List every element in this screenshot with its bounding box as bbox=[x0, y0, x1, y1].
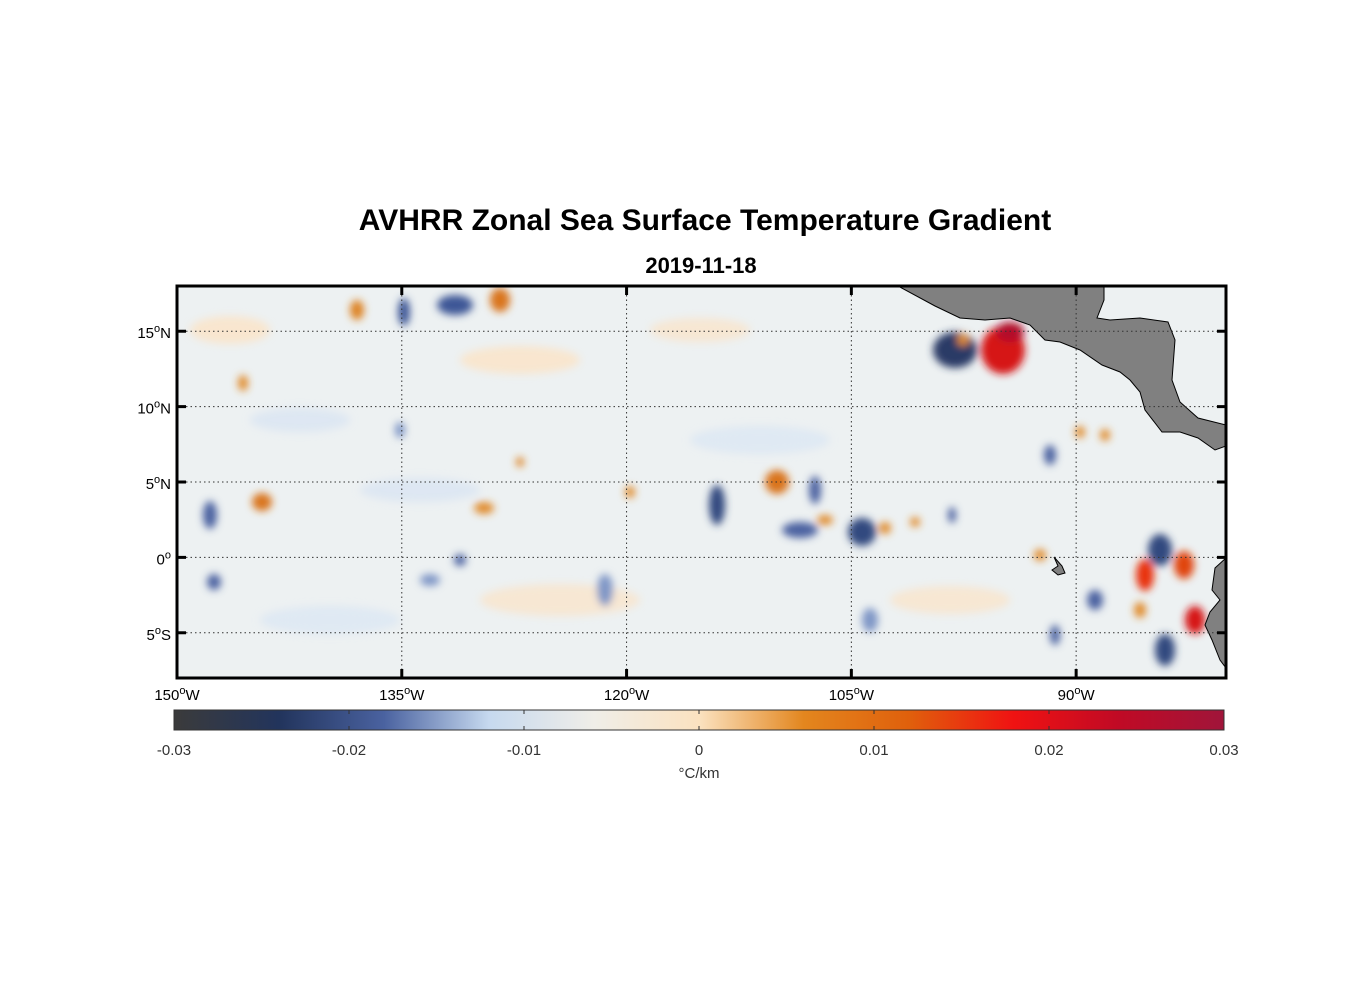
lon-tick-label: 120oW bbox=[604, 685, 650, 704]
galapagos-islands bbox=[1051, 556, 1066, 576]
lon-tick-label: 105oW bbox=[829, 685, 875, 704]
lat-tick-label: 15oN bbox=[137, 323, 171, 342]
colorbar-tick-label: -0.03 bbox=[157, 742, 191, 759]
colorbar-tick-label: 0.01 bbox=[859, 742, 888, 759]
colorbar-tick-label: -0.02 bbox=[332, 742, 366, 759]
lat-tick-label: 0o bbox=[157, 549, 171, 568]
land-masses bbox=[897, 286, 1226, 669]
central-america-land bbox=[897, 286, 1226, 451]
map-title: AVHRR Zonal Sea Surface Temperature Grad… bbox=[358, 204, 1052, 237]
latitude-labels: 15oN 10oN 5oN 0o 5oS bbox=[137, 323, 171, 644]
map-gridlines bbox=[176, 286, 1226, 678]
map-tickmarks bbox=[175, 286, 1226, 678]
lat-tick-label: 5oS bbox=[147, 625, 171, 644]
colorbar-tick-label: 0.02 bbox=[1034, 742, 1063, 759]
colorbar-ticks: -0.03 -0.02 -0.01 0 0.01 0.02 0.03 bbox=[157, 710, 1239, 759]
lon-tick-label: 135oW bbox=[379, 685, 425, 704]
map-subtitle: 2019-11-18 bbox=[645, 253, 757, 278]
lat-tick-label: 5oN bbox=[146, 474, 171, 493]
south-america-land bbox=[1204, 557, 1226, 669]
lon-tick-label: 90oW bbox=[1058, 685, 1096, 704]
lat-tick-label: 10oN bbox=[137, 399, 171, 418]
colorbar-units: °C/km bbox=[679, 765, 720, 782]
colorbar-tick-label: -0.01 bbox=[507, 742, 541, 759]
lon-tick-label: 150oW bbox=[154, 685, 200, 704]
colorbar-tick-label: 0 bbox=[695, 742, 703, 759]
longitude-labels: 150oW 135oW 120oW 105oW 90oW bbox=[154, 685, 1095, 704]
sst-gradient-field bbox=[190, 288, 1205, 666]
colorbar-tick-label: 0.03 bbox=[1209, 742, 1238, 759]
